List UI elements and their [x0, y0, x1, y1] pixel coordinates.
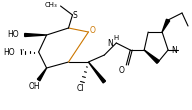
Text: O: O: [118, 65, 124, 74]
Text: CH₃: CH₃: [45, 2, 58, 8]
Text: OH: OH: [29, 82, 41, 91]
Polygon shape: [37, 68, 47, 81]
Polygon shape: [162, 19, 170, 32]
Text: S: S: [72, 10, 77, 19]
Text: N: N: [108, 38, 113, 48]
Polygon shape: [144, 50, 159, 63]
Text: HO: HO: [7, 29, 19, 38]
Polygon shape: [25, 34, 47, 37]
Text: H: H: [114, 35, 119, 41]
Text: O: O: [89, 26, 95, 35]
Text: Cl: Cl: [77, 83, 84, 93]
Text: ''': ''': [20, 49, 25, 53]
Text: N: N: [171, 46, 177, 54]
Polygon shape: [89, 62, 106, 83]
Text: HO: HO: [3, 48, 15, 57]
